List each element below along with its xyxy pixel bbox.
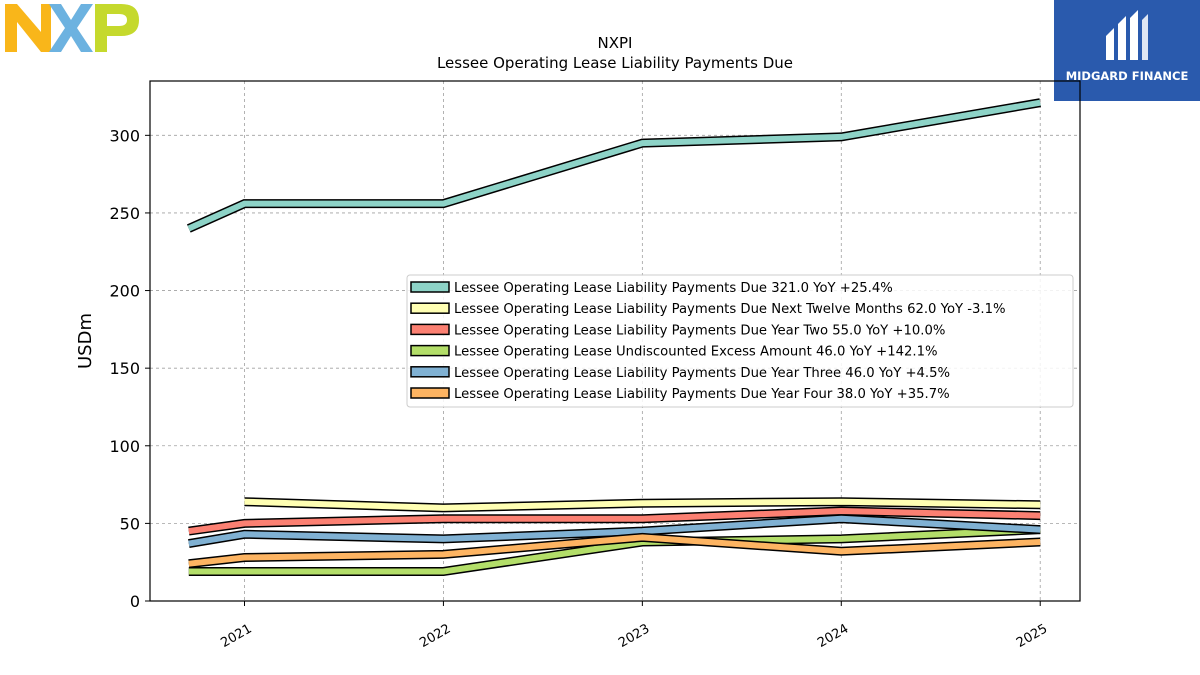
y-axis-label: USDm	[75, 313, 96, 369]
y-tick-label: 100	[109, 437, 140, 456]
midgard-mark-icon	[1106, 10, 1148, 60]
y-tick-label: 250	[109, 204, 140, 223]
x-tick-label: 2024	[815, 621, 851, 651]
series-fill	[244, 498, 1041, 511]
y-tick-label: 300	[109, 126, 140, 145]
series-line-4	[188, 525, 1041, 576]
nxp-logo	[5, 4, 139, 52]
series-fill	[188, 507, 1041, 535]
series-line-3	[188, 506, 1041, 536]
series-outline	[186, 98, 1041, 233]
chart-title: NXPI	[598, 34, 633, 52]
legend-entry-label: Lessee Operating Lease Liability Payment…	[454, 387, 950, 402]
legend-entry-label: Lessee Operating Lease Liability Payment…	[454, 302, 1006, 317]
chart-subtitle: Lessee Operating Lease Liability Payment…	[437, 54, 793, 72]
x-tick-label: 2025	[1014, 621, 1050, 651]
series-fill	[188, 534, 1041, 567]
x-tick-label: 2021	[218, 621, 254, 651]
y-tick-label: 200	[109, 282, 140, 301]
legend-swatch	[410, 281, 450, 293]
x-tick-label: 2022	[417, 621, 453, 651]
x-axis-ticks: 2021 2022 2023 2024 2025	[218, 601, 1050, 651]
plot-frame	[149, 80, 1081, 602]
series-fill	[187, 99, 1041, 232]
series-fill	[188, 515, 1041, 547]
y-axis-ticks: 0 50 100 150 200 250 300	[109, 126, 150, 611]
legend-swatch	[410, 344, 450, 357]
x-tick-label: 2023	[616, 621, 652, 651]
legend-swatch	[410, 366, 450, 378]
legend-swatch	[410, 302, 450, 314]
legend-entry-label: Lessee Operating Lease Undiscounted Exce…	[454, 345, 938, 360]
series-lines	[186, 98, 1041, 576]
legend-box	[406, 274, 1074, 408]
series-line-2	[244, 497, 1041, 513]
series-line-1	[186, 98, 1041, 233]
legend-entry-label: Lessee Operating Lease Liability Payment…	[454, 281, 893, 296]
y-tick-label: 150	[109, 359, 140, 378]
legend-entry-label: Lessee Operating Lease Liability Payment…	[454, 366, 950, 381]
legend-swatch	[410, 387, 450, 399]
midgard-finance-logo: MIDGARD FINANCE	[1054, 0, 1200, 101]
series-fill	[188, 526, 1041, 575]
y-tick-label: 50	[120, 514, 140, 533]
y-tick-label: 0	[130, 592, 140, 611]
legend-swatch	[410, 323, 450, 336]
series-line-6	[188, 532, 1041, 569]
legend: Lessee Operating Lease Liability Payment…	[406, 274, 1074, 408]
series-line-5	[188, 514, 1041, 549]
legend-entry-label: Lessee Operating Lease Liability Payment…	[454, 323, 945, 338]
midgard-brand-name: MIDGARD FINANCE	[1065, 69, 1189, 83]
